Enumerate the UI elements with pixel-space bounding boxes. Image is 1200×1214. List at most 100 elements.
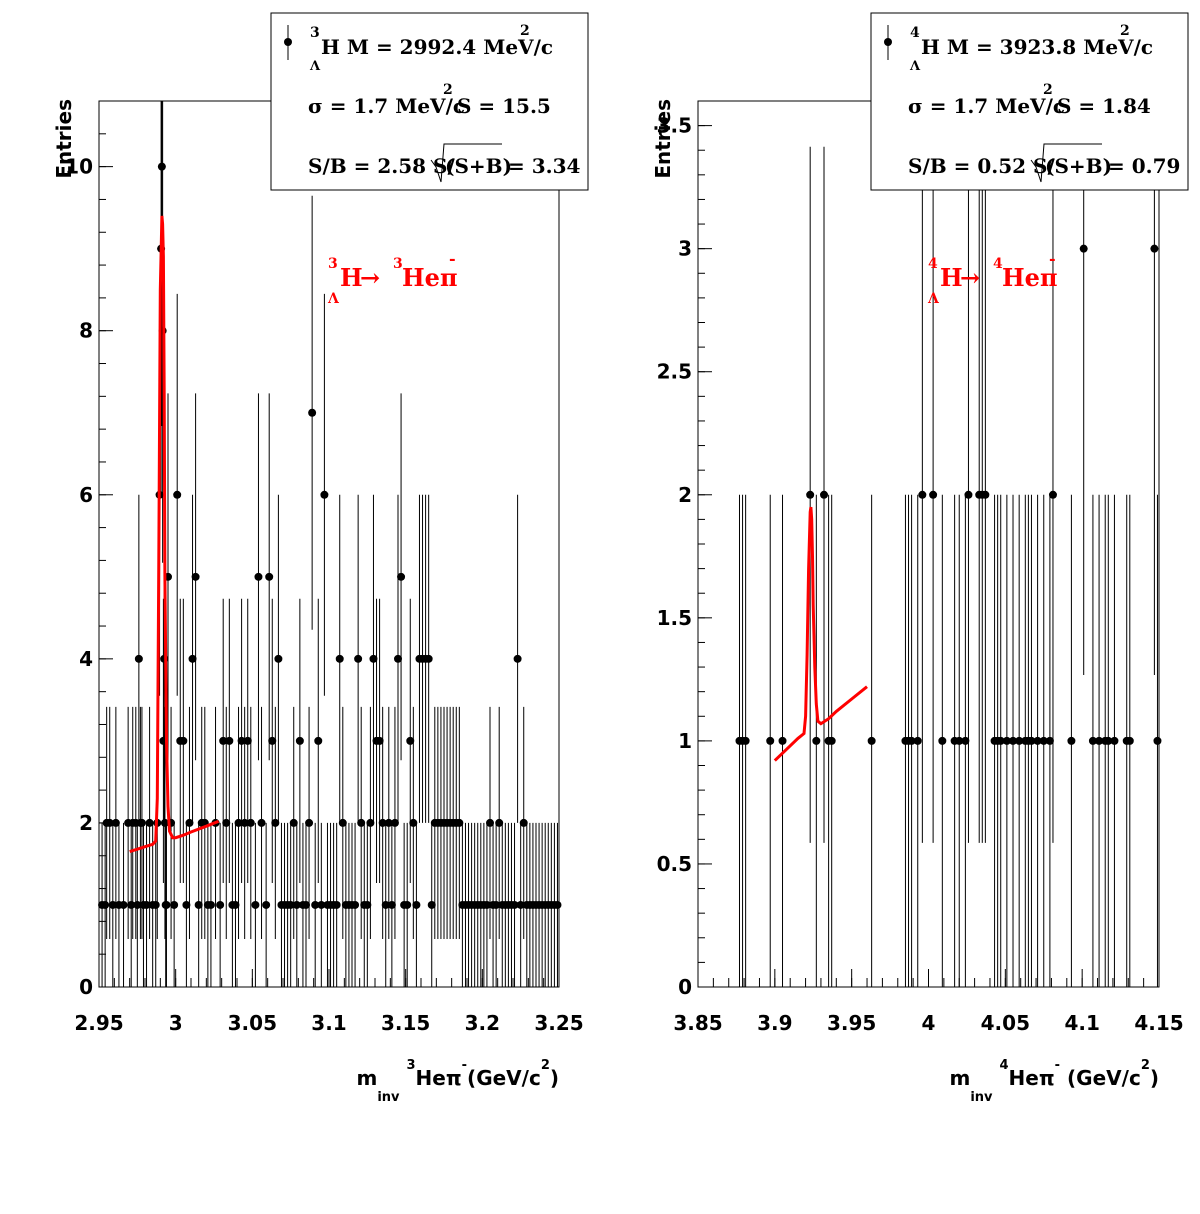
- data-point: [265, 572, 274, 581]
- data-point: [295, 736, 304, 745]
- decay-he: Heπ: [1002, 263, 1058, 292]
- decay-arrow: →: [960, 263, 980, 292]
- data-point: [1095, 736, 1104, 745]
- data-point: [219, 736, 228, 745]
- data-point: [378, 818, 387, 827]
- y-axis-label: Entries: [52, 99, 76, 179]
- data-point: [262, 900, 271, 909]
- data-point: [516, 900, 525, 909]
- y-tick-label: 3: [678, 237, 692, 261]
- decay-h: H: [340, 263, 363, 292]
- data-point: [151, 900, 160, 909]
- stats-line3-inside: (S+B): [1045, 154, 1112, 178]
- data-point: [918, 490, 927, 499]
- data-point: [961, 736, 970, 745]
- x-tick-label: 4: [922, 1011, 936, 1035]
- data-point: [510, 900, 519, 909]
- x-axis-label-part: -: [462, 1058, 467, 1073]
- decay-sup2: 3: [393, 256, 403, 272]
- y-tick-label: 2: [678, 483, 692, 507]
- data-point: [369, 654, 378, 663]
- data-point: [162, 900, 171, 909]
- data-point: [137, 818, 146, 827]
- decay-arrow: →: [360, 263, 380, 292]
- data-point: [335, 654, 344, 663]
- x-axis-label-part: 3: [406, 1058, 415, 1073]
- stats-line3-left: S/B = 2.58 S/: [308, 154, 455, 178]
- y-tick-label: 1: [678, 729, 692, 753]
- data-point: [173, 490, 182, 499]
- data-point: [397, 572, 406, 581]
- data-point: [412, 900, 421, 909]
- data-point: [1039, 736, 1048, 745]
- fit-curve: [129, 215, 220, 854]
- y-tick-label: 4: [79, 647, 93, 671]
- y-tick-label: 6: [79, 483, 93, 507]
- data-point: [409, 818, 418, 827]
- data-point: [366, 818, 375, 827]
- data-point: [363, 900, 372, 909]
- x-tick-label: 3: [169, 1011, 183, 1035]
- data-point: [996, 736, 1005, 745]
- data-point: [766, 736, 775, 745]
- data-point: [289, 818, 298, 827]
- sqrt-sign: [430, 143, 502, 183]
- data-point: [455, 818, 464, 827]
- data-point: [495, 818, 504, 827]
- data-point: [314, 736, 323, 745]
- fit-curve: [773, 506, 868, 762]
- data-point: [338, 818, 347, 827]
- data-point: [351, 900, 360, 909]
- x-tick-label: 4.1: [1064, 1011, 1099, 1035]
- data-point: [1150, 244, 1159, 253]
- decay-he: Heπ: [402, 263, 458, 292]
- data-point: [332, 900, 341, 909]
- data-point: [216, 900, 225, 909]
- stats-line3-right: = 0.79: [1108, 154, 1180, 178]
- decay-sup1: 3: [328, 256, 338, 272]
- data-point: [1048, 490, 1057, 499]
- y-tick-label: 0: [79, 975, 93, 999]
- stats-line1: H M = 2992.4 MeV/c: [321, 35, 553, 59]
- data-point: [237, 736, 246, 745]
- data-point: [1033, 736, 1042, 745]
- y-tick-label: 1.5: [657, 606, 692, 630]
- data-point: [134, 654, 143, 663]
- data-point: [308, 408, 317, 417]
- data-point: [394, 654, 402, 663]
- chart-panel-2: 3.85 3.9 3.95 4 4.05 4.1 4.15 0 0.5 1 1.5 2 2.5 3 3.5E…: [651, 12, 1189, 1105]
- data-point: [1104, 736, 1113, 745]
- data-point: [375, 736, 384, 745]
- data-point: [867, 736, 876, 745]
- stats-line1-sub: Λ: [309, 59, 321, 74]
- data-point: [111, 818, 120, 827]
- data-point: [827, 736, 836, 745]
- x-tick-label: 3.85: [673, 1011, 722, 1035]
- data-point: [133, 900, 142, 909]
- data-point: [101, 900, 110, 909]
- x-tick-label: 3.95: [827, 1011, 876, 1035]
- stats-line2-tail: S = 15.5: [457, 94, 551, 118]
- data-point: [1110, 736, 1119, 745]
- data-point: [1027, 736, 1036, 745]
- data-point: [119, 900, 128, 909]
- x-tick-label: 3.05: [228, 1011, 277, 1035]
- x-axis-label: minv 4Heπ- (GeV/c2): [950, 1058, 1160, 1105]
- data-point: [157, 162, 166, 171]
- data-point: [964, 490, 973, 499]
- stats-line1-sup: 3: [310, 25, 320, 41]
- data-point: [938, 736, 947, 745]
- data-point: [317, 900, 326, 909]
- data-point: [191, 572, 200, 581]
- x-axis-label-part: m: [356, 1066, 377, 1090]
- data-point: [1015, 736, 1024, 745]
- data-point: [384, 818, 393, 827]
- y-tick-label: 0: [678, 975, 692, 999]
- data-point: [268, 736, 277, 745]
- data-point: [513, 654, 522, 663]
- x-axis-label-part: 2: [541, 1058, 550, 1073]
- data-point: [246, 818, 255, 827]
- x-axis-label-part: ): [550, 1066, 559, 1090]
- data-point: [108, 900, 117, 909]
